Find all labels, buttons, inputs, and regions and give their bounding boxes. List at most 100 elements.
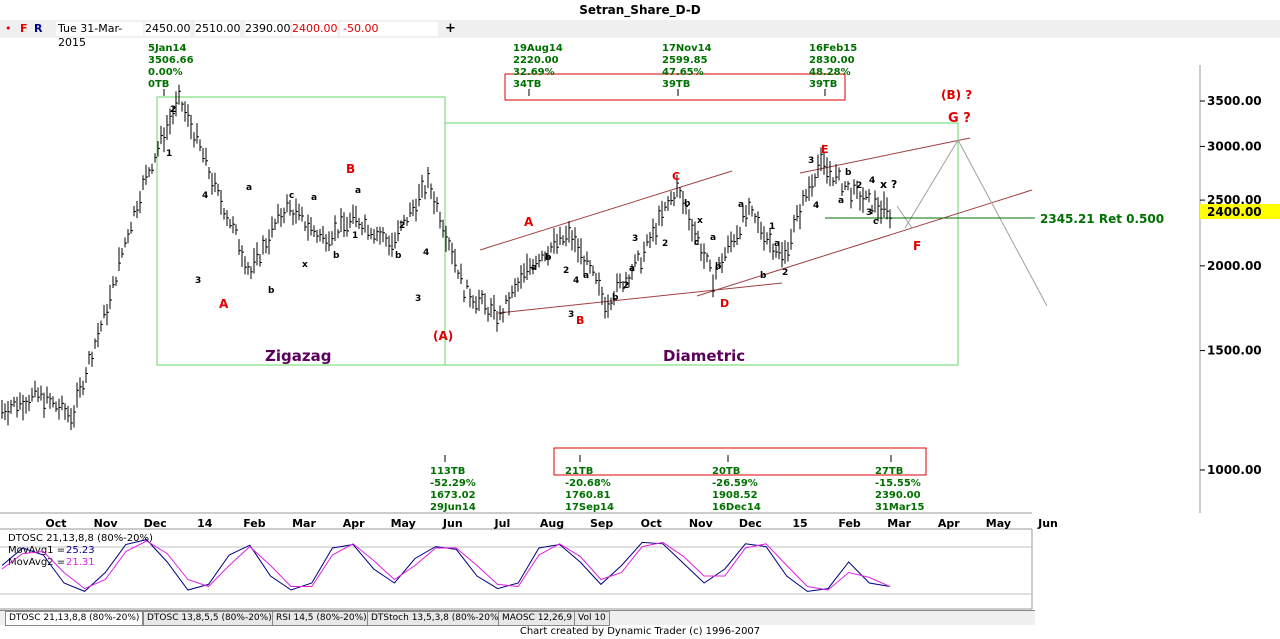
info-bar (0, 20, 1280, 38)
tab-vol[interactable]: Vol 10 (574, 611, 610, 626)
info-low: 2390.00 (245, 22, 291, 36)
bottom3-price: 2390.00 (875, 490, 921, 501)
chart-area[interactable]: 3500.00 3000.00 2500.00 2000.00 1500.00 1000.… (0, 38, 1280, 610)
zigazag-wave-a-paren: (A) (433, 329, 453, 343)
top3-date: 16Feb15 (809, 43, 857, 54)
r-indicator[interactable]: R (34, 22, 43, 35)
zigazag-box (156, 96, 446, 366)
diametric-wave-b: B (576, 314, 584, 327)
svg-text:4: 4 (573, 276, 579, 286)
svg-text:3: 3 (632, 234, 638, 244)
x-tick-label: Dec (144, 517, 167, 530)
svg-text:c: c (289, 191, 294, 201)
diametric-wave-f: F (913, 239, 921, 253)
svg-text:3: 3 (866, 208, 872, 218)
x-tick-label: Sep (590, 517, 613, 530)
top1-pct: 32.69% (513, 67, 555, 78)
current-price-label: 2400.00 (1207, 205, 1262, 219)
x-tick-label: Aug (540, 517, 564, 530)
top3-price: 2830.00 (809, 55, 855, 66)
x-tick-label: 15 (792, 517, 807, 530)
tab-dtstoch[interactable]: DTStoch 13,5,3,8 (80%-20%) (367, 611, 507, 626)
bottom1-date: 17Sep14 (565, 502, 614, 513)
f-indicator[interactable]: F (20, 22, 28, 35)
svg-text:2: 2 (399, 221, 405, 231)
y-tick-label: 2000.00 (1207, 259, 1262, 273)
svg-text:4: 4 (202, 191, 208, 201)
info-open: 2450.00 (145, 22, 191, 36)
diametric-label: Diametric (663, 347, 745, 365)
info-close: 2400.00 (292, 22, 338, 36)
diametric-wave-a: A (524, 215, 534, 229)
svg-text:a: a (531, 263, 537, 273)
svg-text:b: b (395, 251, 402, 261)
svg-text:a: a (774, 239, 780, 249)
svg-text:b: b (845, 168, 852, 178)
crosshair-button[interactable]: + (445, 21, 456, 36)
svg-text:c: c (873, 217, 878, 227)
svg-text:b: b (545, 253, 552, 263)
svg-text:3: 3 (568, 310, 574, 320)
projection-up (904, 139, 959, 229)
tab-rsi[interactable]: RSI 14,5 (80%-20%) (272, 611, 371, 626)
diametric-wave-d: D (720, 297, 729, 310)
bottom-pivot-tb: 113TB (430, 466, 465, 477)
bottom1-pct: -20.68% (565, 478, 611, 489)
bottom-annotation-box (553, 447, 927, 476)
x-tick-label: Dec (739, 517, 762, 530)
y-tick-label: 1000.00 (1207, 463, 1262, 477)
top1-price: 2220.00 (513, 55, 559, 66)
svg-text:2: 2 (662, 239, 668, 249)
bottom1-tb: 21TB (565, 466, 593, 477)
svg-text:a: a (355, 186, 361, 196)
x-tick-label: Jun (442, 517, 463, 530)
top-annotation-box (504, 73, 846, 101)
y-tick-label: 1500.00 (1207, 344, 1262, 358)
footer-credit: Chart created by Dynamic Trader (c) 1996… (519, 626, 761, 637)
x-tick-label: Mar (292, 517, 316, 530)
y-tick-label: 3000.00 (1207, 139, 1262, 153)
zigazag-wave-a: A (219, 297, 229, 311)
indicator-tabs: DTOSC 21,13,8,8 (80%-20%) DTOSC 13,8,5,5… (0, 610, 1035, 626)
info-high: 2510.00 (195, 22, 241, 36)
top1-date: 19Aug14 (513, 43, 563, 54)
x-tick-label: Nov (689, 517, 714, 530)
bottom2-price: 1908.52 (712, 490, 758, 501)
svg-text:a: a (629, 264, 635, 274)
x-tick-label: 14 (197, 517, 213, 530)
channel-upper-2 (799, 137, 971, 174)
svg-text:3: 3 (808, 156, 814, 166)
svg-text:b: b (760, 271, 767, 281)
svg-text:x: x (302, 260, 308, 270)
sub-wave-labels: 214 3ab c ax ba1 2b 4 3ab 243 ab2 3a2 bxc … (166, 105, 878, 320)
svg-text:c: c (694, 238, 699, 248)
tab-dtosc-13[interactable]: DTOSC 13,8,5,5 (80%-20%) (143, 611, 276, 626)
svg-text:2: 2 (856, 181, 862, 191)
x-tick-label: Jun (1037, 517, 1058, 530)
svg-text:a: a (583, 271, 589, 281)
dot-indicator[interactable]: • (5, 22, 12, 35)
osc-mov2-label: MovAvg2 = (8, 557, 65, 568)
channel-lower-1 (497, 282, 783, 314)
tab-dtosc-21[interactable]: DTOSC 21,13,8,8 (80%-20%) (5, 611, 144, 626)
bottom2-pct: -26.59% (712, 478, 758, 489)
x-tick-label: May (391, 517, 416, 530)
svg-text:b: b (333, 251, 340, 261)
chart-title: Setran_Share_D-D (579, 3, 701, 17)
top-pivot-date: 5Jan14 (148, 43, 187, 54)
g-question: G ? (948, 111, 971, 126)
svg-text:2: 2 (782, 268, 788, 278)
info-date: Tue 31-Mar-2015 (56, 22, 143, 49)
x-tick-label: Apr (938, 517, 960, 530)
tab-maosc[interactable]: MAOSC 12,26,9 (498, 611, 577, 626)
x-tick-label: Mar (887, 517, 911, 530)
x-tick-label: Apr (343, 517, 365, 530)
top2-price: 2599.85 (662, 55, 708, 66)
info-change: -50.00 (340, 22, 438, 36)
bottom1-price: 1760.81 (565, 490, 611, 501)
b-question: (B) ? (941, 88, 972, 102)
svg-text:2: 2 (170, 105, 176, 115)
svg-text:a: a (710, 233, 716, 243)
osc-mov2-value: 21.31 (66, 557, 95, 568)
diametric-box (444, 122, 959, 366)
